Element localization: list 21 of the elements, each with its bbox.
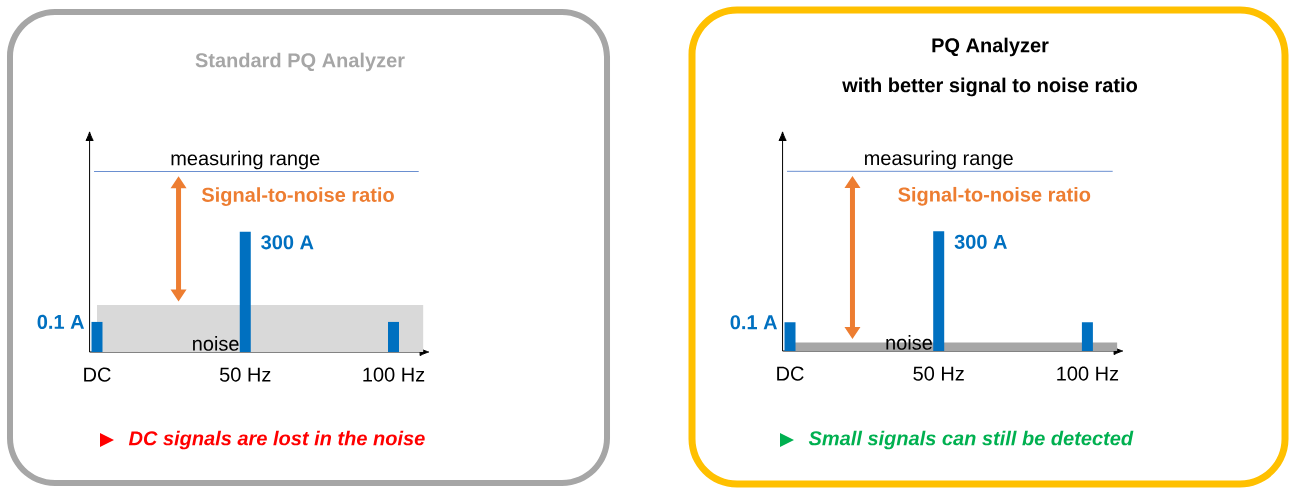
- annotation: 0.1 A: [37, 314, 85, 330]
- band-label: noise: [886, 335, 932, 350]
- chart-title: PQ Analyzer: [932, 37, 1049, 57]
- text: Small signals can still be detected: [808, 430, 1134, 450]
- annotation: 300 A: [954, 234, 1007, 249]
- x-tick-label: 50 Hz: [913, 366, 964, 381]
- chart-subtitle: with better signal to noise ratio: [842, 77, 1138, 97]
- ref-line-label: measuring range: [864, 150, 1013, 170]
- annotation: 300 A: [261, 235, 314, 250]
- text: Signal-to-noise ratio: [898, 186, 1091, 206]
- band-label: noise: [193, 336, 239, 351]
- x-tick-label: 100 Hz: [1057, 366, 1119, 381]
- text: Signal-to-noise ratio: [201, 187, 394, 206]
- annotation: 0.1 A: [730, 315, 778, 330]
- x-tick-label: DC: [84, 367, 111, 382]
- x-tick-label: DC: [777, 366, 804, 381]
- x-tick-label: 100 Hz: [363, 367, 425, 382]
- text: DC signals are lost in the noise: [128, 430, 425, 450]
- x-tick-label: 50 Hz: [219, 367, 271, 382]
- chart-title: Standard PQ Analyzer: [195, 52, 405, 72]
- ref-line-label: measuring range: [171, 150, 320, 170]
